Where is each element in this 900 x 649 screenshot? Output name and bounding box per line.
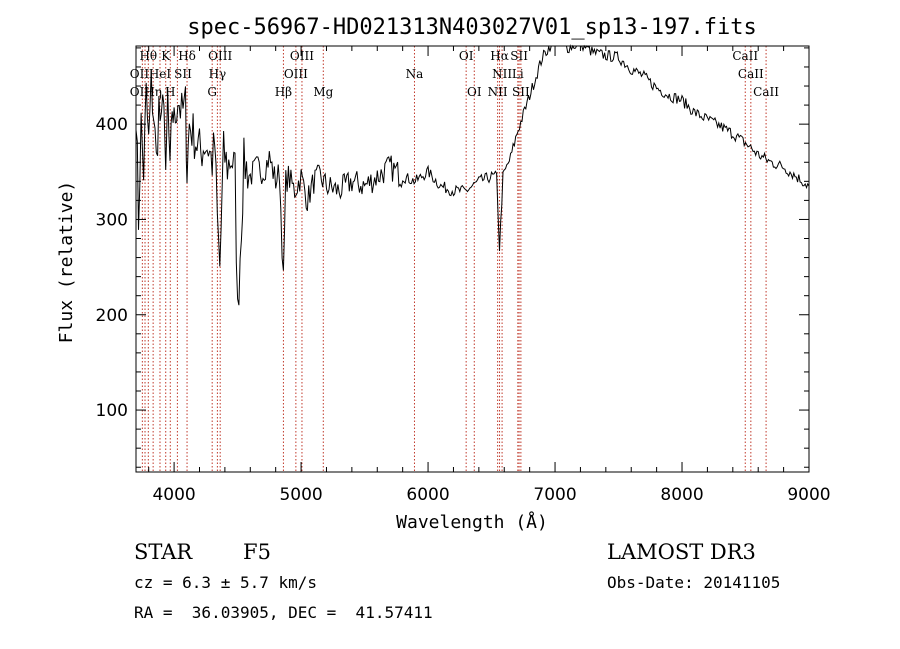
survey-name: LAMOST DR3 (607, 540, 756, 564)
chart-title: spec-56967-HD021313N403027V01_sp13-197.f… (187, 15, 757, 40)
y-tick-label: 400 (96, 115, 128, 135)
x-axis-label: Wavelength (Å) (396, 511, 548, 533)
x-tick-label: 8000 (660, 485, 703, 505)
line-label: Hβ (275, 85, 292, 99)
axis-ticks: 4000 5000 6000 7000 8000 9000 100 200 300 400 (96, 46, 831, 505)
x-tick-label: 5000 (279, 485, 322, 505)
line-label: SII (512, 85, 530, 99)
spectrum-series-line (135, 44, 810, 306)
line-label: OII (130, 85, 150, 99)
line-label: CaII (738, 67, 764, 81)
line-label: OIII (284, 67, 308, 81)
line-label: NII (492, 67, 512, 81)
redshift-velocity: cz = 6.3 ± 5.7 km/s (134, 573, 318, 592)
line-label: Hη (144, 85, 162, 99)
line-label: SII (510, 49, 528, 63)
line-label: Hγ (209, 67, 227, 81)
y-tick-label: 100 (96, 401, 128, 421)
y-tick-label: 200 (96, 306, 128, 326)
line-label: Na (406, 67, 424, 81)
object-type: STAR (134, 540, 193, 564)
line-label: H (165, 85, 175, 99)
line-label: OII (130, 67, 150, 81)
line-label: OIII (208, 49, 232, 63)
line-label: Mg (313, 85, 333, 99)
line-label: K (161, 49, 171, 63)
line-label: HeI (149, 67, 172, 81)
x-tick-label: 9000 (787, 485, 830, 505)
x-tick-label: 6000 (406, 485, 449, 505)
sky-coordinates: RA = 36.03905, DEC = 41.57411 (134, 603, 433, 622)
line-label: OI (459, 49, 474, 63)
observation-date: Obs-Date: 20141105 (607, 573, 781, 592)
y-axis-label: Flux (relative) (56, 181, 77, 344)
y-tick-label: 300 (96, 210, 128, 230)
x-tick-label: 4000 (152, 485, 195, 505)
line-label: SII (174, 67, 192, 81)
line-label: NII (488, 85, 508, 99)
line-label: OI (467, 85, 482, 99)
line-label: Hδ (178, 49, 196, 63)
line-label: G (207, 85, 217, 99)
line-label: CaII (732, 49, 758, 63)
plot-frame (135, 45, 810, 473)
spectral-class: F5 (243, 540, 271, 564)
line-label: Li (512, 67, 524, 81)
line-label: Hα (490, 49, 509, 63)
line-label: CaII (753, 85, 779, 99)
line-label: OIII (290, 49, 314, 63)
x-tick-label: 7000 (533, 485, 576, 505)
line-label: Hθ (139, 49, 157, 63)
